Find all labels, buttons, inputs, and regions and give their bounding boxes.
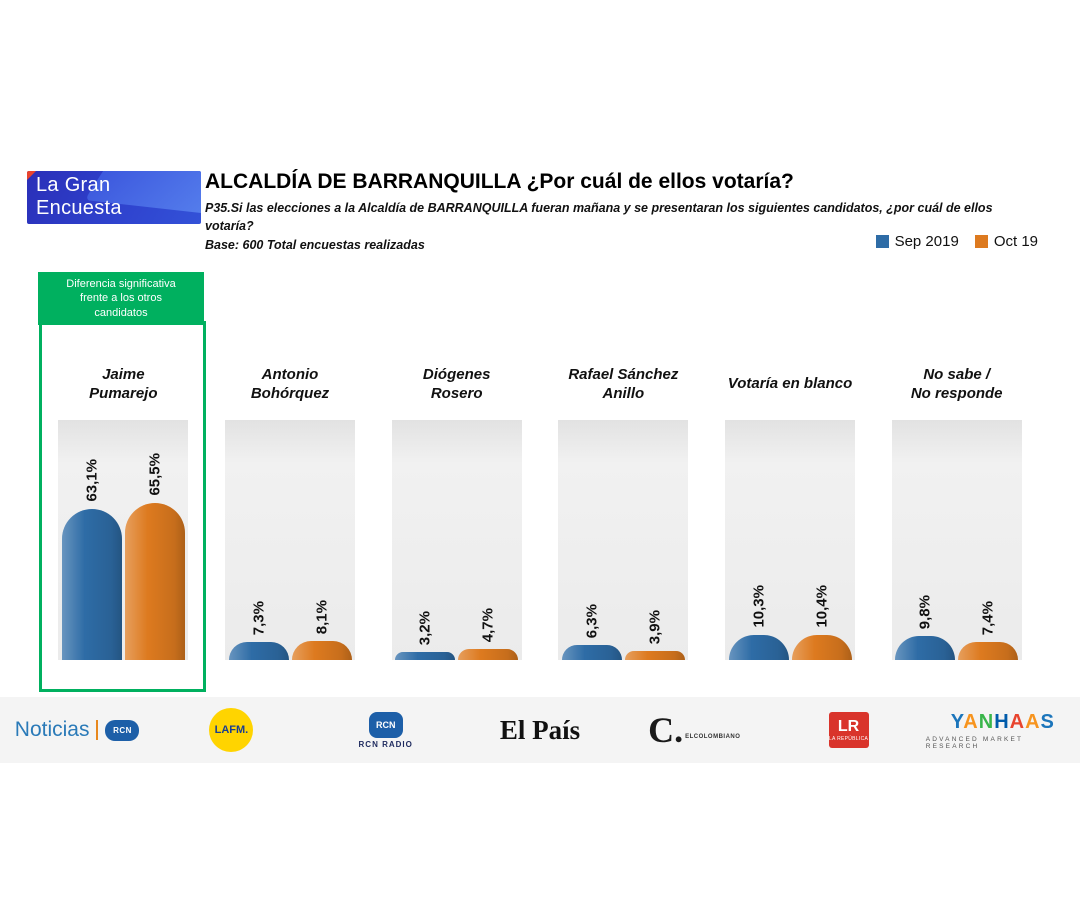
bar-oct-19: 4,7% (458, 420, 519, 660)
bar-oct-19: 10,4% (791, 420, 852, 660)
brand-line1: La Gran (36, 174, 111, 196)
bar-oct-19: 3,9% (624, 420, 685, 660)
bar-value-label: 3,9% (646, 609, 664, 644)
bar-value-label: 10,4% (813, 585, 831, 628)
bar-value-label: 63,1% (83, 459, 101, 502)
legend-swatch-icon (875, 235, 889, 248)
bar (61, 509, 122, 660)
logo-noticias-rcn: Noticias RCN (0, 697, 154, 763)
bar (561, 645, 622, 660)
bar (124, 503, 185, 660)
bar-sep-2019: 9,8% (895, 420, 956, 660)
bar-value-label: 7,4% (979, 600, 997, 635)
bar-value-label: 4,7% (479, 607, 497, 642)
bar-sep-2019: 10,3% (728, 420, 789, 660)
bar (895, 636, 956, 660)
legend-item: Oct 19 (974, 233, 1038, 250)
column-track: 63,1% 65,5% (58, 420, 189, 660)
column-track: 10,3% 10,4% (725, 420, 856, 660)
bar-value-label: 7,3% (250, 600, 267, 635)
candidate-column: Jaime Pumarejo 63,1% 65,5% (40, 348, 207, 660)
divider (96, 720, 99, 740)
candidate-column: Votaría en blanco 10,3% 10,4% (707, 348, 874, 660)
el-colombiano-wordmark: ELCOLOMBIANO (685, 734, 741, 741)
legend-label: Oct 19 (993, 233, 1038, 250)
bar-sep-2019: 7,3% (228, 420, 289, 660)
candidate-name: No sabe / No responde (910, 365, 1003, 403)
la-gran-encuesta-logo: La Gran Encuesta (27, 171, 201, 224)
candidate-name: Jaime Pumarejo (89, 365, 158, 403)
bar-sep-2019: 6,3% (561, 420, 622, 660)
bar-value-label: 9,8% (916, 594, 934, 629)
highlight-badge: Diferencia significativa frente a los ot… (38, 272, 204, 325)
bar-oct-19: 7,4% (958, 420, 1019, 660)
question-text: P35.Si las elecciones a la Alcaldía de B… (205, 201, 993, 233)
logo-yanhaas: YANHAAS ADVANCED MARKET RESEARCH (926, 697, 1080, 763)
bar (791, 635, 852, 660)
footer-media-logos: Noticias RCN LAFM. RCN RCN RADIO El País… (0, 697, 1080, 763)
bar (624, 651, 685, 660)
column-track: 7,3% 8,1% (225, 420, 355, 660)
bar-value-label: 65,5% (146, 453, 164, 496)
la-republica-logo-icon: LR LA REPÚBLICA (828, 712, 869, 748)
candidate-column: No sabe / No responde 9,8% 7,4% (873, 348, 1040, 660)
bar (458, 649, 519, 660)
la-fm-logo-icon: LAFM. (209, 708, 254, 752)
bar-oct-19: 65,5% (124, 420, 185, 660)
logo-el-colombiano: C. ELCOLOMBIANO (617, 697, 771, 763)
column-track: 3,2% 4,7% (391, 420, 522, 660)
logo-rcn-radio: RCN RCN RADIO (309, 697, 463, 763)
legend-swatch-icon (974, 235, 988, 248)
rcn-logo-icon: RCN (105, 719, 140, 741)
la-fm-wordmark: LAFM. (214, 724, 249, 736)
yanhaas-tagline: ADVANCED MARKET RESEARCH (925, 735, 1024, 750)
header: ALCALDÍA DE BARRANQUILLA ¿Por cuál de el… (205, 170, 1040, 252)
page-title: ALCALDÍA DE BARRANQUILLA ¿Por cuál de el… (205, 170, 794, 193)
legend-item: Sep 2019 (875, 233, 959, 250)
legend-label: Sep 2019 (894, 233, 959, 250)
candidate-name: Rafael Sánchez Anillo (568, 365, 679, 403)
candidate-name: Votaría en blanco (727, 375, 853, 393)
chart-columns: Jaime Pumarejo 63,1% 65,5% Antonio Bohór… (40, 348, 1040, 660)
noticias-wordmark: Noticias (14, 718, 90, 741)
logo-la-fm: LAFM. (154, 697, 308, 763)
bar-oct-19: 8,1% (291, 420, 352, 660)
candidate-name: Diógenes Rosero (422, 365, 491, 403)
logo-el-pais: El País (463, 697, 617, 763)
el-colombiano-c-icon: C. (648, 709, 684, 750)
candidate-name: Antonio Bohórquez (250, 365, 330, 403)
brand-line2: Encuesta (36, 197, 122, 219)
rcn-radio-logo-icon: RCN (368, 711, 403, 738)
bar (728, 635, 789, 660)
bar (291, 641, 352, 660)
logo-la-republica: LR LA REPÚBLICA (771, 697, 925, 763)
bar-sep-2019: 63,1% (61, 420, 122, 660)
bar (228, 642, 289, 660)
column-track: 6,3% 3,9% (558, 420, 689, 660)
candidate-column: Diógenes Rosero 3,2% 4,7% (373, 348, 540, 660)
rcn-radio-wordmark: RCN RADIO (358, 739, 413, 749)
bar (958, 642, 1019, 660)
yanhaas-wordmark: YANHAAS (950, 710, 1055, 733)
bar-sep-2019: 3,2% (395, 420, 456, 660)
legend: Sep 2019 Oct 19 (875, 233, 1038, 250)
el-pais-wordmark: El País (499, 714, 581, 745)
bar-value-label: 10,3% (750, 585, 768, 628)
bar-value-label: 6,3% (583, 603, 601, 638)
bar (395, 652, 456, 660)
candidate-column: Rafael Sánchez Anillo 6,3% 3,9% (540, 348, 707, 660)
base-text: Base: 600 Total encuestas realizadas (205, 238, 425, 253)
bar-value-label: 8,1% (313, 599, 330, 634)
candidate-column: Antonio Bohórquez 7,3% 8,1% (207, 348, 374, 660)
logo-red-corner-icon (27, 171, 36, 180)
bar-value-label: 3,2% (416, 610, 434, 645)
column-track: 9,8% 7,4% (891, 420, 1022, 660)
